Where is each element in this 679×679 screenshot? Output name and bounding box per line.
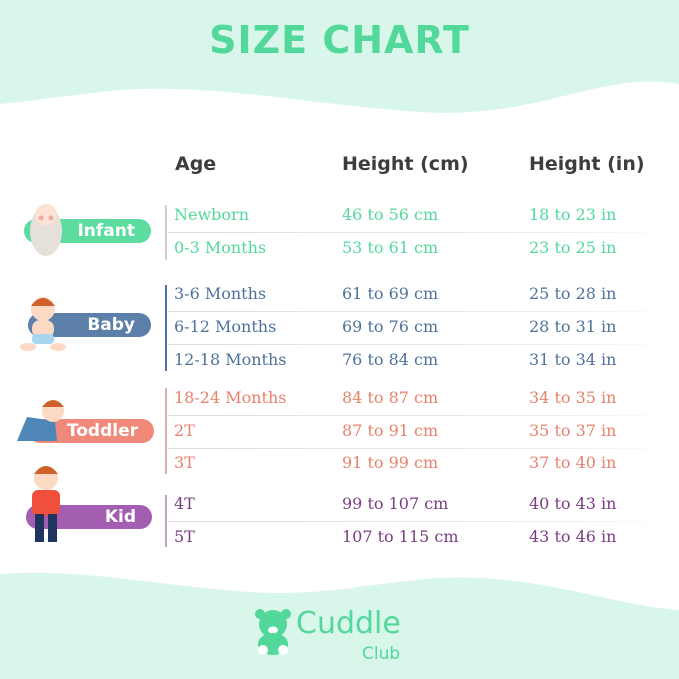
page-title: SIZE CHART xyxy=(209,18,470,62)
group-divider xyxy=(165,495,167,547)
cell-age: 2T xyxy=(174,421,195,440)
row-divider xyxy=(168,344,673,345)
group-divider xyxy=(165,205,167,260)
cell-age: Newborn xyxy=(174,205,249,224)
cell-cm: 53 to 61 cm xyxy=(342,238,439,257)
cell-age: 3-6 Months xyxy=(174,284,267,303)
row-divider xyxy=(168,232,673,233)
cell-age: 0-3 Months xyxy=(174,238,267,257)
cell-cm: 107 to 115 cm xyxy=(342,527,459,546)
cell-age: 18-24 Months xyxy=(174,388,287,407)
baby-icon xyxy=(20,297,66,351)
group-divider xyxy=(165,388,167,474)
cell-cm: 84 to 87 cm xyxy=(342,388,439,407)
brand-name: Cuddle xyxy=(296,606,401,641)
cell-in: 23 to 25 in xyxy=(529,238,617,257)
row-divider xyxy=(168,448,673,449)
cell-in: 43 to 46 in xyxy=(529,527,617,546)
cell-age: 12-18 Months xyxy=(174,350,287,369)
kid-icon xyxy=(32,466,60,542)
cell-cm: 61 to 69 cm xyxy=(342,284,439,303)
brand-sub: Club xyxy=(362,644,401,664)
cell-in: 31 to 34 in xyxy=(529,350,617,369)
cell-cm: 69 to 76 cm xyxy=(342,317,439,336)
cell-cm: 46 to 56 cm xyxy=(342,205,439,224)
group-divider xyxy=(165,285,167,371)
cell-age: 5T xyxy=(174,527,195,546)
header-age: Age xyxy=(175,153,217,175)
cell-in: 28 to 31 in xyxy=(529,317,617,336)
row-divider xyxy=(168,521,673,522)
cell-cm: 99 to 107 cm xyxy=(342,494,449,513)
cell-age: 3T xyxy=(174,453,195,472)
bear-logo-icon xyxy=(255,609,291,655)
cell-cm: 87 to 91 cm xyxy=(342,421,439,440)
row-divider xyxy=(168,311,673,312)
cell-age: 6-12 Months xyxy=(174,317,277,336)
cell-in: 34 to 35 in xyxy=(529,388,617,407)
cell-in: 37 to 40 in xyxy=(529,453,617,472)
cell-in: 25 to 28 in xyxy=(529,284,617,303)
row-divider xyxy=(168,415,673,416)
cell-cm: 76 to 84 cm xyxy=(342,350,439,369)
header-height-cm: Height (cm) xyxy=(342,153,469,175)
group-pill-kid: Kid xyxy=(26,505,152,529)
cell-age: 4T xyxy=(174,494,195,513)
cell-in: 40 to 43 in xyxy=(529,494,617,513)
infant-icon xyxy=(30,204,62,256)
header-height-in: Height (in) xyxy=(529,153,645,175)
toddler-icon xyxy=(17,400,64,441)
cell-cm: 91 to 99 cm xyxy=(342,453,439,472)
cell-in: 18 to 23 in xyxy=(529,205,617,224)
cell-in: 35 to 37 in xyxy=(529,421,617,440)
